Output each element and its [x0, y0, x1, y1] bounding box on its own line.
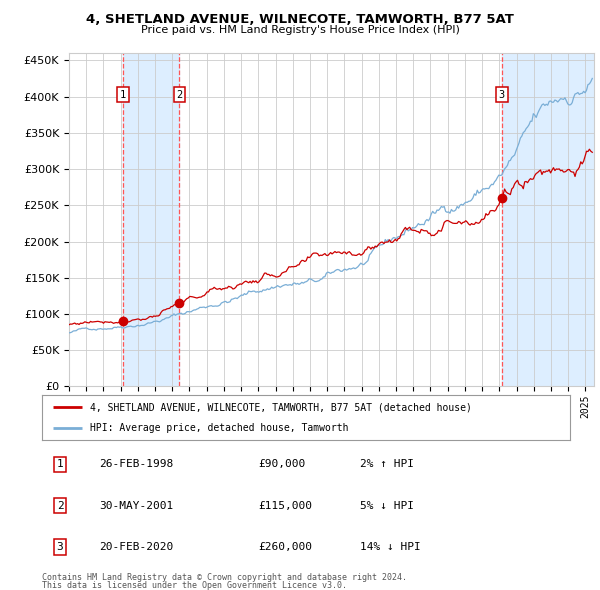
- Text: HPI: Average price, detached house, Tamworth: HPI: Average price, detached house, Tamw…: [89, 424, 348, 434]
- Text: 2: 2: [176, 90, 182, 100]
- Text: 1: 1: [120, 90, 127, 100]
- Text: 20-FEB-2020: 20-FEB-2020: [99, 542, 173, 552]
- Text: 26-FEB-1998: 26-FEB-1998: [99, 460, 173, 469]
- Bar: [123, 53, 179, 386]
- Text: 3: 3: [56, 542, 64, 552]
- Text: Contains HM Land Registry data © Crown copyright and database right 2024.: Contains HM Land Registry data © Crown c…: [42, 572, 407, 582]
- Text: 4, SHETLAND AVENUE, WILNECOTE, TAMWORTH, B77 5AT: 4, SHETLAND AVENUE, WILNECOTE, TAMWORTH,…: [86, 13, 514, 26]
- Text: 2% ↑ HPI: 2% ↑ HPI: [360, 460, 414, 469]
- Text: 2: 2: [56, 501, 64, 510]
- Text: 3: 3: [499, 90, 505, 100]
- Text: 14% ↓ HPI: 14% ↓ HPI: [360, 542, 421, 552]
- Text: 30-MAY-2001: 30-MAY-2001: [99, 501, 173, 510]
- Bar: [502, 53, 594, 386]
- Text: 5% ↓ HPI: 5% ↓ HPI: [360, 501, 414, 510]
- Text: 1: 1: [56, 460, 64, 469]
- Text: 4, SHETLAND AVENUE, WILNECOTE, TAMWORTH, B77 5AT (detached house): 4, SHETLAND AVENUE, WILNECOTE, TAMWORTH,…: [89, 402, 472, 412]
- Text: £115,000: £115,000: [258, 501, 312, 510]
- Text: Price paid vs. HM Land Registry's House Price Index (HPI): Price paid vs. HM Land Registry's House …: [140, 25, 460, 35]
- Text: £90,000: £90,000: [258, 460, 305, 469]
- Text: This data is licensed under the Open Government Licence v3.0.: This data is licensed under the Open Gov…: [42, 581, 347, 590]
- Text: £260,000: £260,000: [258, 542, 312, 552]
